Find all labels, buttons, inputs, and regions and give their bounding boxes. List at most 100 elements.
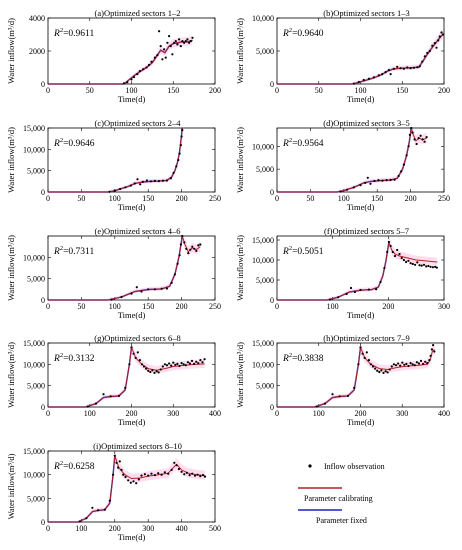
- observation-point: [416, 66, 419, 69]
- observation-point: [425, 265, 428, 268]
- observation-point: [423, 55, 426, 58]
- observation-point: [203, 475, 207, 478]
- observation-point: [193, 362, 196, 365]
- observation-point: [126, 81, 129, 84]
- observation-point: [416, 261, 419, 264]
- r-squared-annotation: R2=0.3132: [53, 352, 95, 364]
- observation-point: [176, 262, 179, 265]
- observation-point: [432, 344, 435, 347]
- chart-panel: 0 100 200 300 400 0 5,000 10,000 15,000 (h)Optimi…: [235, 333, 450, 427]
- observation-point: [147, 369, 150, 372]
- observation-point: [353, 290, 356, 294]
- observation-point: [201, 361, 204, 364]
- observation-point: [143, 473, 146, 476]
- y-tick-label: 5,000: [256, 382, 274, 391]
- observation-point: [132, 76, 136, 79]
- observation-point: [394, 364, 398, 367]
- x-tick-label: 250: [438, 194, 450, 203]
- observation-point: [169, 177, 172, 180]
- observation-point: [188, 474, 191, 477]
- observation-point: [163, 471, 166, 474]
- observation-point: [421, 60, 424, 63]
- observation-point: [203, 358, 206, 361]
- y-tick-label: 5,000: [27, 494, 45, 503]
- observation-point: [346, 188, 349, 191]
- x-tick-label: 200: [176, 194, 188, 203]
- observation-point: [437, 39, 440, 42]
- observation-point: [367, 288, 370, 291]
- observation-point: [138, 70, 141, 73]
- observation-point: [387, 69, 390, 72]
- x-axis-label: Time(d): [118, 94, 146, 104]
- observation-point: [352, 186, 355, 189]
- observation-point: [391, 250, 394, 254]
- uncertainty-band: [327, 236, 438, 300]
- observation-point: [346, 394, 350, 397]
- y-axis-label: Water inflow(m³/d): [235, 18, 245, 84]
- observation-point: [385, 179, 388, 182]
- calibrating-line: [48, 235, 201, 301]
- observation-point: [331, 393, 334, 396]
- observation-point: [188, 362, 191, 365]
- observation-point: [150, 60, 153, 63]
- y-tick-label: 2000: [29, 47, 45, 56]
- observation-point: [406, 66, 409, 69]
- observation-point: [415, 142, 418, 146]
- observation-point: [142, 365, 146, 368]
- x-axis-label: Time(d): [118, 310, 146, 320]
- observation-point: [171, 53, 174, 56]
- observation-point: [398, 252, 401, 256]
- observation-point: [199, 359, 202, 362]
- observation-point: [402, 163, 405, 166]
- observation-point: [392, 363, 395, 366]
- observation-point: [366, 176, 369, 179]
- observation-point: [145, 367, 148, 370]
- x-tick-label: 0: [46, 302, 50, 311]
- x-tick-label: 150: [142, 302, 154, 311]
- observation-point: [78, 520, 81, 523]
- x-tick-label: 200: [382, 302, 394, 311]
- observation-point: [124, 386, 127, 389]
- observation-point: [168, 362, 171, 365]
- observation-point: [130, 292, 133, 295]
- observation-point: [124, 186, 127, 189]
- observation-point: [442, 33, 445, 36]
- observation-point: [419, 134, 422, 137]
- observation-point: [135, 286, 138, 289]
- observation-point: [195, 249, 198, 252]
- observation-point: [147, 63, 151, 67]
- observation-point: [196, 473, 199, 476]
- x-tick-label: 100: [338, 194, 350, 203]
- calibrating-line: [277, 347, 435, 408]
- panel-title: (a)Optimized sectors 1–2: [95, 8, 181, 18]
- plot-frame: [47, 235, 216, 301]
- observation-point: [163, 48, 166, 51]
- observation-point: [124, 475, 127, 479]
- x-tick-label: 200: [438, 86, 450, 95]
- observation-point: [112, 473, 115, 476]
- observation-point: [174, 363, 177, 366]
- observation-point: [120, 468, 123, 471]
- observation-point: [417, 137, 420, 140]
- observation-point: [199, 243, 202, 246]
- observation-point: [352, 82, 355, 85]
- observation-point: [141, 180, 144, 183]
- x-tick-label: 0: [275, 86, 279, 95]
- observation-point: [151, 369, 154, 372]
- observation-point: [139, 183, 142, 186]
- observation-point: [418, 65, 421, 68]
- observation-point: [153, 288, 156, 291]
- y-axis-label: Water inflow(m³/d): [6, 342, 16, 408]
- observation-point: [191, 36, 194, 39]
- observation-point: [150, 472, 153, 475]
- y-tick-label: 10,000: [252, 256, 274, 265]
- observation-point: [438, 35, 441, 38]
- observation-point: [188, 41, 191, 44]
- uncertainty-band: [108, 236, 201, 300]
- x-tick-label: 150: [396, 86, 408, 95]
- r-squared-annotation: R2=0.9640: [282, 27, 324, 39]
- observation-point: [375, 288, 378, 291]
- observation-point: [403, 363, 406, 366]
- observation-point: [103, 508, 106, 511]
- observation-point: [132, 352, 135, 355]
